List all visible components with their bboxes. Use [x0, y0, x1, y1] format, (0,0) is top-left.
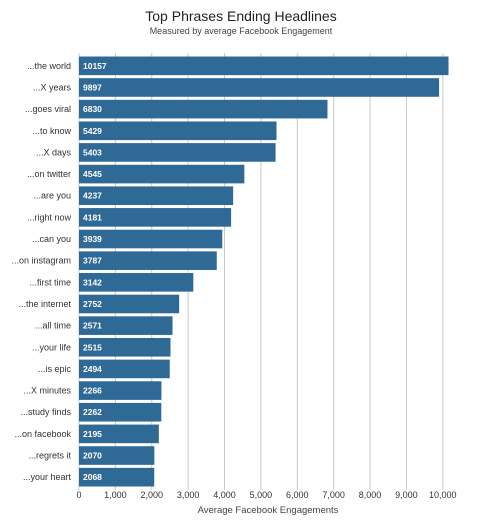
bar-17	[79, 424, 159, 444]
category-labels: ...the world ...X years ...goes viral ...to…	[11, 61, 71, 482]
category-label-17: ...on facebook	[14, 429, 71, 439]
bar-15	[79, 381, 162, 400]
category-label-3: ...to know	[32, 126, 71, 136]
category-label-16: ...study finds	[20, 407, 71, 417]
bar-value-label-1: 9897	[83, 82, 102, 92]
bar-value-label-4: 5403	[83, 147, 102, 157]
bar-value-label-13: 2515	[83, 342, 102, 352]
x-tick-label-1: 1,000	[104, 490, 127, 500]
category-label-9: ...on instagram	[11, 256, 71, 266]
bar-18	[79, 446, 155, 465]
x-axis-label: Average Facebook Engagements	[198, 505, 339, 516]
bar-value-label-5: 4545	[83, 169, 102, 179]
bar-4	[79, 143, 276, 162]
bar-7	[79, 208, 232, 227]
bar-16	[79, 402, 162, 422]
bar-8	[79, 229, 223, 249]
bar-5	[79, 164, 245, 184]
category-label-10: ...first time	[29, 277, 71, 287]
bar-value-label-14: 2494	[83, 364, 102, 374]
bar-13	[79, 337, 171, 357]
bar-10	[79, 273, 194, 292]
bar-value-label-10: 3142	[83, 277, 102, 287]
bar-9	[79, 251, 217, 270]
x-tick-label-6: 6,000	[286, 490, 309, 500]
chart-subtitle: Measured by average Facebook Engagement	[150, 26, 333, 36]
category-label-7: ...right now	[27, 212, 72, 222]
category-label-13: ...your life	[32, 342, 71, 352]
bar-value-label-19: 2068	[83, 472, 102, 482]
x-axis-ticks: 0 1,000 2,000 3,000 4,000 5,000 6,000 7,000 8,00…	[76, 490, 456, 500]
category-label-19: ...your heart	[23, 472, 72, 482]
bar-19	[79, 467, 155, 487]
bar-value-label-17: 2195	[83, 429, 102, 439]
bar-value-label-18: 2070	[83, 451, 102, 461]
category-label-1: ...X years	[33, 82, 72, 92]
x-tick-label-7: 7,000	[322, 490, 345, 500]
bar-12	[79, 316, 173, 335]
category-label-4: ...X days	[36, 147, 72, 157]
bar-value-label-0: 10157	[83, 61, 107, 71]
bar-14	[79, 359, 170, 379]
bar-value-label-9: 3787	[83, 256, 102, 266]
bar-value-label-16: 2262	[83, 407, 102, 417]
bar-value-label-15: 2266	[83, 386, 102, 396]
bar-3	[79, 121, 277, 141]
x-tick-label-0: 0	[76, 490, 81, 500]
category-label-18: ...regrets it	[28, 451, 71, 461]
x-tick-label-9: 9,000	[395, 490, 418, 500]
chart-title: Top Phrases Ending Headlines	[145, 8, 336, 24]
bar-1	[79, 78, 440, 97]
category-label-2: ...goes viral	[25, 104, 71, 114]
bar-2	[79, 99, 328, 119]
bar-value-label-11: 2752	[83, 299, 102, 309]
gridlines	[78, 53, 444, 490]
category-label-11: ...the internet	[18, 299, 71, 309]
bar-value-label-8: 3939	[83, 234, 102, 244]
category-label-14: ...is epic	[38, 364, 72, 374]
bars: 10157 9897 6830 5429 5403 4545 4237 4181 3939 378…	[79, 56, 449, 487]
bar-value-label-3: 5429	[83, 126, 102, 136]
x-tick-label-4: 4,000	[213, 490, 236, 500]
category-label-0: ...the world	[27, 61, 71, 71]
bar-value-label-6: 4237	[83, 191, 102, 201]
x-tick-label-3: 3,000	[177, 490, 200, 500]
bar-value-label-12: 2571	[83, 321, 102, 331]
bar-value-label-2: 6830	[83, 104, 102, 114]
bar-0	[79, 56, 449, 76]
bar-11	[79, 294, 180, 314]
category-label-5: ...on twitter	[27, 169, 71, 179]
category-label-12: ...all time	[35, 321, 71, 331]
bar-value-label-7: 4181	[83, 212, 102, 222]
x-tick-label-2: 2,000	[140, 490, 163, 500]
x-tick-label-5: 5,000	[250, 490, 273, 500]
category-label-8: ...can you	[32, 234, 71, 244]
x-tick-label-8: 8,000	[359, 490, 382, 500]
bar-6	[79, 186, 234, 206]
category-label-6: ...are you	[33, 191, 71, 201]
category-label-15: ...X minutes	[23, 386, 71, 396]
x-tick-label-10: 10,000	[429, 490, 457, 500]
